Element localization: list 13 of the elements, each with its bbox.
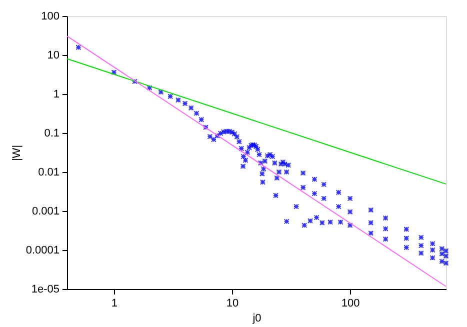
y-tick-label: 0.1 bbox=[44, 128, 60, 140]
y-tick-label: 100 bbox=[41, 10, 60, 22]
y-tick-label: 10 bbox=[47, 50, 60, 62]
y-tick-label: 0.0001 bbox=[26, 244, 60, 256]
x-tick-label: 1 bbox=[111, 298, 118, 310]
y-tick-label: 0.01 bbox=[38, 166, 60, 178]
x-tick-label: 10 bbox=[226, 298, 239, 310]
x-tick-label: 100 bbox=[341, 298, 360, 310]
y-axis-title: |W| bbox=[10, 144, 23, 162]
x-axis-title: j0 bbox=[252, 312, 262, 324]
y-tick-label: 1e-05 bbox=[31, 284, 60, 296]
y-tick-label: 1 bbox=[53, 88, 60, 100]
y-tick-label: 0.001 bbox=[32, 206, 60, 218]
